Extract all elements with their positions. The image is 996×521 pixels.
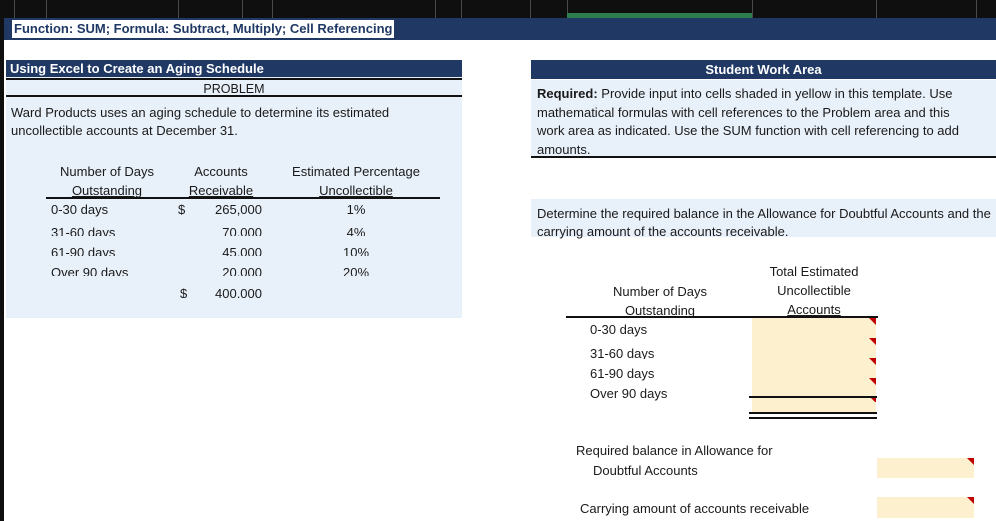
- required-text: amounts.: [537, 141, 591, 157]
- input-0-30-days[interactable]: [752, 318, 876, 338]
- header-line: Accounts: [194, 164, 248, 179]
- work-header-rule: [566, 316, 878, 318]
- problem-subheader[interactable]: PROBLEM: [6, 78, 462, 97]
- total-dollar-sign: $: [180, 286, 188, 298]
- problem-description[interactable]: Ward Products uses an aging schedule to …: [11, 105, 390, 138]
- cell-comment-indicator: [869, 396, 876, 403]
- header-line: Uncollectible: [777, 283, 851, 298]
- subtotal-rule: [749, 396, 877, 398]
- work-row-label[interactable]: 0-30 days: [590, 322, 648, 337]
- column-header-strip: [0, 0, 996, 18]
- required-label: Required:: [537, 86, 598, 101]
- grid-line: [14, 0, 15, 18]
- work-area-header[interactable]: Student Work Area: [531, 60, 996, 79]
- grid-line: [461, 0, 462, 18]
- total-rule-top: [749, 412, 877, 414]
- header-accounts-receivable[interactable]: Accounts Receivable: [176, 162, 266, 200]
- grid-line: [876, 0, 877, 18]
- uncollectible-input-block: [752, 318, 876, 402]
- row-days-label[interactable]: 31-60 days: [51, 225, 116, 236]
- header-estimated-percentage[interactable]: Estimated Percentage Uncollectible: [280, 162, 432, 200]
- row-pct-value[interactable]: 1%: [346, 202, 366, 217]
- row-days-label[interactable]: Over 90 days: [51, 265, 129, 276]
- header-line: Accounts: [787, 302, 841, 317]
- determine-panel: [531, 199, 996, 237]
- total-rule-bottom: [749, 417, 877, 419]
- cell-comment-indicator: [869, 318, 876, 325]
- problem-area: [6, 60, 462, 318]
- row-pct-value[interactable]: 10%: [342, 245, 370, 256]
- carrying-amount-label[interactable]: Carrying amount of accounts receivable: [580, 501, 810, 516]
- grid-line: [272, 0, 273, 18]
- row-pct-value[interactable]: 20%: [342, 265, 370, 276]
- work-header-total-estimated[interactable]: Total Estimated Uncollectible Accounts: [752, 262, 876, 319]
- header-line: Number of Days: [60, 164, 154, 179]
- row-ar-value[interactable]: 45,000: [222, 245, 262, 256]
- work-row-label[interactable]: 61-90 days: [590, 366, 655, 381]
- input-61-90-days[interactable]: [752, 358, 876, 378]
- cell-comment-indicator: [869, 378, 876, 385]
- required-rule: [531, 156, 996, 158]
- required-panel: [531, 80, 996, 158]
- problem-header[interactable]: Using Excel to Create an Aging Schedule: [6, 60, 462, 77]
- header-line: Estimated Percentage: [292, 164, 420, 179]
- determine-instructions[interactable]: Determine the required balance in the Al…: [537, 206, 991, 239]
- required-text: mathematical formulas with cell referenc…: [537, 104, 950, 120]
- row-ar-value[interactable]: 70,000: [222, 225, 262, 236]
- required-text: Provide input into cells shaded in yello…: [597, 86, 953, 101]
- work-header-number-of-days[interactable]: Number of Days Outstanding: [595, 282, 725, 320]
- grid-line: [567, 0, 568, 18]
- row-ar-value[interactable]: 265,000: [215, 202, 262, 217]
- grid-line: [242, 0, 243, 18]
- grid-line: [530, 0, 531, 18]
- input-31-60-days[interactable]: [752, 338, 876, 358]
- sheet-title-bar[interactable]: Function: SUM; Formula: Subtract, Multip…: [4, 18, 996, 40]
- row-pct-value[interactable]: 4%: [346, 225, 366, 236]
- grid-line: [752, 0, 753, 18]
- header-line: Receivable: [188, 183, 254, 198]
- allowance-label[interactable]: Required balance in Allowance for Doubtf…: [576, 441, 836, 481]
- row-ar-value[interactable]: 20,000: [222, 265, 262, 276]
- header-line: Number of Days: [613, 284, 707, 299]
- cell-comment-indicator: [967, 497, 974, 504]
- cell-comment-indicator: [967, 458, 974, 465]
- row-days-label[interactable]: 0-30 days: [51, 202, 109, 217]
- total-input-cell[interactable]: [752, 402, 876, 412]
- header-line: Outstanding: [624, 303, 696, 318]
- required-instructions[interactable]: Required: Provide input into cells shade…: [537, 85, 996, 159]
- required-text: work area as indicated. Use the SUM func…: [537, 123, 959, 138]
- header-line: Total Estimated: [769, 264, 859, 279]
- cell-comment-indicator: [869, 338, 876, 345]
- header-line: Uncollectible: [319, 183, 393, 198]
- selected-column-indicator: [567, 13, 752, 18]
- header-line: Outstanding: [71, 183, 143, 198]
- row-dollar-sign: $: [178, 202, 186, 217]
- grid-line: [435, 0, 436, 18]
- allowance-line: Required balance in Allowance for: [576, 443, 773, 458]
- cell-comment-indicator: [869, 358, 876, 365]
- grid-line: [46, 0, 47, 18]
- allowance-line: Doubtful Accounts: [593, 463, 698, 478]
- work-row-label[interactable]: 31-60 days: [590, 346, 655, 359]
- allowance-input[interactable]: [877, 458, 974, 478]
- total-ar-value[interactable]: 400,000: [215, 286, 262, 298]
- grid-line: [976, 0, 977, 18]
- sheet-title: Function: SUM; Formula: Subtract, Multip…: [12, 20, 395, 38]
- header-number-of-days[interactable]: Number of Days Outstanding: [44, 162, 170, 200]
- grid-line: [178, 0, 179, 18]
- work-row-label[interactable]: Over 90 days: [590, 386, 668, 401]
- input-over-90-days[interactable]: [752, 378, 876, 398]
- carrying-amount-input[interactable]: [877, 497, 974, 518]
- header-rule: [46, 197, 440, 199]
- row-days-label[interactable]: 61-90 days: [51, 245, 116, 256]
- row-header-strip: [0, 0, 4, 521]
